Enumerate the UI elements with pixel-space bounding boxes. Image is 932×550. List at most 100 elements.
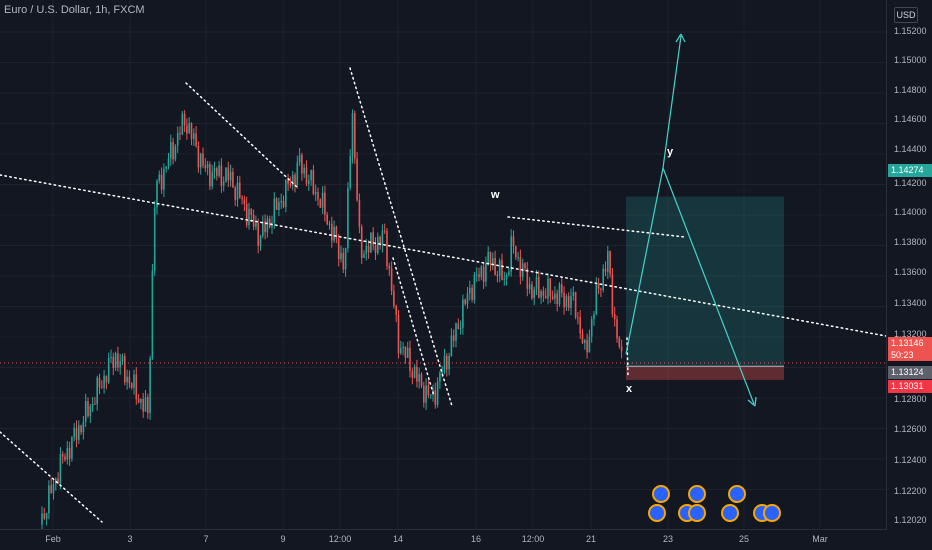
candle-body: [130, 383, 133, 388]
target-zone: [626, 196, 784, 367]
candle-body: [84, 401, 87, 422]
x-tick-label: 9: [280, 534, 286, 544]
candle-body: [356, 158, 358, 201]
candle-body: [584, 340, 586, 344]
candle-body: [105, 375, 108, 383]
candle-body: [266, 218, 269, 233]
candle-body: [248, 208, 250, 226]
projection-breakout-leg: [662, 35, 682, 169]
candle-body: [172, 142, 174, 160]
candle-body: [425, 385, 427, 403]
candle-body: [397, 314, 400, 354]
stop-price-tag: 1.13031: [888, 380, 932, 393]
candle-body: [278, 202, 280, 211]
y-tick-label: 1.12600: [894, 424, 927, 434]
symbol-title[interactable]: Euro / U.S. Dollar, 1h, FXCM: [4, 4, 145, 16]
candle-body: [135, 374, 138, 400]
candle-body: [289, 183, 292, 186]
candle-body: [216, 168, 218, 176]
candle-body: [121, 356, 124, 361]
lower-left-trendline: [0, 431, 103, 523]
candle-body: [565, 296, 568, 308]
y-tick-label: 1.14600: [894, 114, 927, 124]
candle-body: [149, 358, 151, 414]
candle-body: [282, 200, 285, 207]
candle-body: [45, 513, 48, 519]
candle-body: [455, 323, 457, 341]
candle-body: [429, 394, 432, 396]
candle-body: [195, 133, 197, 147]
candle-body: [498, 260, 501, 276]
candle-body: [528, 284, 531, 289]
candle-body: [381, 230, 384, 246]
candle-body: [190, 123, 193, 140]
candle-body: [485, 263, 487, 282]
candle-body: [517, 257, 519, 259]
candle-body: [133, 374, 135, 388]
candle-body: [314, 192, 317, 195]
candle-body: [220, 165, 223, 186]
candle-body: [473, 274, 476, 300]
candle-body: [533, 289, 535, 299]
candle-body: [326, 214, 328, 225]
wave-x-marker: [626, 337, 629, 377]
candle-body: [611, 273, 614, 315]
candle-body: [52, 483, 55, 494]
candle-body: [340, 252, 342, 260]
candle-body: [542, 290, 545, 296]
event-icon: [688, 485, 706, 503]
candle-body: [581, 333, 584, 344]
candle-body: [71, 437, 73, 459]
candle-body: [259, 236, 262, 247]
candle-body: [183, 113, 186, 126]
candle-body: [91, 403, 94, 407]
currency-button[interactable]: USD: [894, 7, 918, 23]
x-tick-label: 14: [392, 534, 404, 544]
candle-body: [395, 305, 397, 315]
projection-up-leg: [625, 167, 664, 355]
candle-body: [365, 246, 368, 255]
candle-body: [475, 274, 478, 276]
candle-body: [188, 123, 190, 134]
x-tick-label: 23: [662, 534, 674, 544]
candle-body: [416, 366, 418, 382]
event-icon: [763, 504, 781, 522]
candle-body: [515, 246, 517, 258]
candle-body: [234, 187, 236, 200]
candle-body: [551, 296, 554, 299]
candle-body: [78, 425, 80, 440]
candle-body: [126, 376, 128, 383]
candle-body: [358, 200, 361, 227]
candle-body: [57, 478, 59, 484]
candle-body: [206, 164, 209, 168]
candle-body: [294, 174, 296, 186]
wave-label-x: x: [626, 383, 633, 395]
candle-body: [268, 218, 271, 228]
candle-body: [153, 207, 156, 271]
candle-body: [377, 236, 379, 253]
candle-body: [296, 162, 299, 186]
y-tick-label: 1.12020: [894, 515, 927, 525]
candle-body: [61, 454, 64, 457]
candle-body: [308, 180, 310, 184]
candle-body: [144, 397, 147, 412]
candle-body: [613, 314, 616, 320]
candle-body: [411, 371, 414, 378]
candle-body: [501, 260, 503, 280]
candle-body: [577, 317, 579, 319]
candle-body: [333, 226, 335, 241]
candle-body: [363, 254, 365, 258]
candle-body: [73, 427, 75, 438]
candle-body: [351, 113, 354, 157]
candle-body: [197, 146, 200, 168]
descending-trendline-1: [185, 82, 299, 189]
candle-body: [448, 356, 450, 370]
candle-body: [255, 223, 257, 227]
candle-body: [540, 290, 542, 298]
bar-countdown-tag: 50:23: [888, 349, 932, 361]
candle-body: [492, 258, 494, 265]
target-price-tag: 1.14274: [888, 164, 932, 177]
descending-trendline-2: [349, 67, 453, 407]
